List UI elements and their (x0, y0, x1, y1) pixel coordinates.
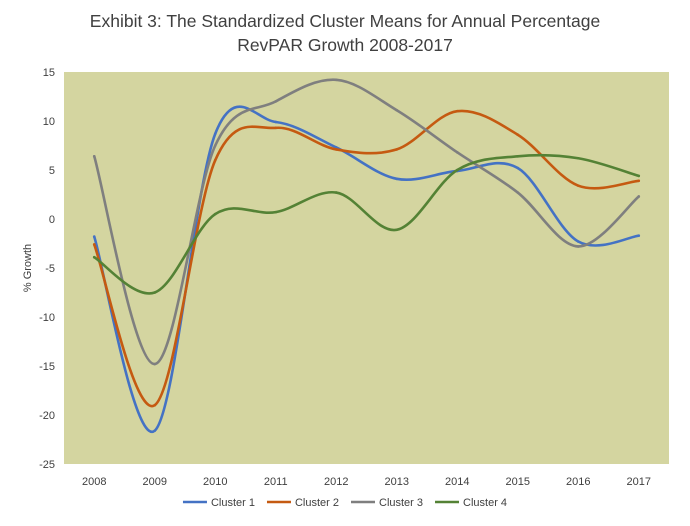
y-tick-label: 15 (43, 67, 55, 79)
data-point-cluster-4 (92, 255, 96, 259)
data-point-cluster-2 (576, 184, 580, 187)
x-tick-label: 2016 (566, 476, 590, 488)
data-point-cluster-3 (576, 245, 580, 248)
series-line-cluster-1 (92, 105, 641, 433)
data-point-cluster-4 (576, 156, 580, 160)
y-tick-label: -20 (39, 410, 55, 422)
data-point-cluster-4 (395, 228, 399, 232)
series-lines (92, 78, 641, 433)
data-point-cluster-1 (153, 429, 157, 432)
x-tick-label: 2014 (445, 476, 469, 488)
data-point-cluster-3 (334, 78, 338, 82)
data-point-cluster-4 (334, 191, 338, 194)
chart-title-line-1: Exhibit 3: The Standardized Cluster Mean… (90, 11, 600, 31)
data-point-cluster-2 (516, 133, 520, 137)
data-point-cluster-2 (213, 158, 217, 162)
data-point-cluster-3 (153, 362, 157, 366)
data-point-cluster-3 (455, 151, 459, 154)
data-point-cluster-4 (153, 291, 157, 294)
y-tick-label: -10 (39, 312, 55, 324)
data-point-cluster-3 (274, 100, 278, 103)
data-point-cluster-2 (274, 126, 278, 130)
legend-label-cluster-4: Cluster 4 (463, 497, 507, 509)
data-point-cluster-1 (213, 132, 217, 136)
data-point-cluster-4 (274, 210, 278, 214)
x-tick-label: 2008 (82, 476, 106, 488)
data-point-cluster-2 (637, 179, 641, 183)
x-tick-label: 2013 (385, 476, 409, 488)
y-axis-ticks: 15 10 5 0 -5 -10 -15 -20 -25 (39, 67, 55, 471)
x-tick-label: 2012 (324, 476, 348, 488)
data-point-cluster-4 (637, 174, 641, 178)
series-line-cluster-2 (92, 109, 641, 408)
data-point-cluster-2 (395, 148, 399, 151)
y-axis-title: % Growth (22, 244, 34, 292)
data-point-cluster-4 (213, 212, 217, 216)
x-tick-label: 2015 (506, 476, 530, 488)
chart-title-line-2: RevPAR Growth 2008-2017 (237, 35, 453, 55)
y-tick-label: 10 (43, 116, 55, 128)
data-point-cluster-3 (637, 195, 641, 198)
data-point-cluster-2 (92, 243, 96, 246)
data-point-cluster-3 (92, 154, 96, 158)
data-point-cluster-3 (213, 144, 217, 147)
x-tick-label: 2009 (143, 476, 167, 488)
legend-label-cluster-1: Cluster 1 (211, 497, 255, 509)
data-point-cluster-1 (92, 235, 96, 238)
series-line-cluster-4 (92, 153, 641, 295)
legend-label-cluster-3: Cluster 3 (379, 497, 423, 509)
x-tick-label: 2010 (203, 476, 227, 488)
y-tick-label: -25 (39, 459, 55, 471)
x-tick-label: 2017 (627, 476, 651, 488)
data-point-cluster-1 (637, 234, 641, 237)
y-tick-label: 0 (49, 214, 55, 226)
data-point-cluster-3 (395, 108, 399, 112)
data-point-cluster-2 (153, 403, 157, 407)
data-point-cluster-3 (516, 191, 520, 194)
data-point-cluster-2 (455, 109, 459, 113)
legend-label-cluster-2: Cluster 2 (295, 497, 339, 509)
data-point-cluster-1 (516, 166, 520, 170)
data-point-cluster-1 (395, 177, 399, 181)
data-point-cluster-4 (516, 154, 520, 158)
legend: Cluster 1 Cluster 2 Cluster 3 Cluster 4 (182, 497, 507, 509)
x-tick-label: 2011 (264, 476, 288, 488)
data-point-cluster-2 (334, 148, 338, 151)
data-point-cluster-1 (274, 120, 278, 124)
x-axis-ticks: 2008 2009 2010 2011 2012 2013 2014 2015 2016 2017 (82, 476, 651, 488)
data-point-cluster-4 (455, 168, 459, 172)
plot-area (64, 72, 669, 464)
y-tick-label: 5 (49, 165, 55, 177)
data-point-cluster-1 (576, 240, 580, 243)
y-tick-label: -5 (45, 263, 55, 275)
y-tick-label: -15 (39, 361, 55, 373)
